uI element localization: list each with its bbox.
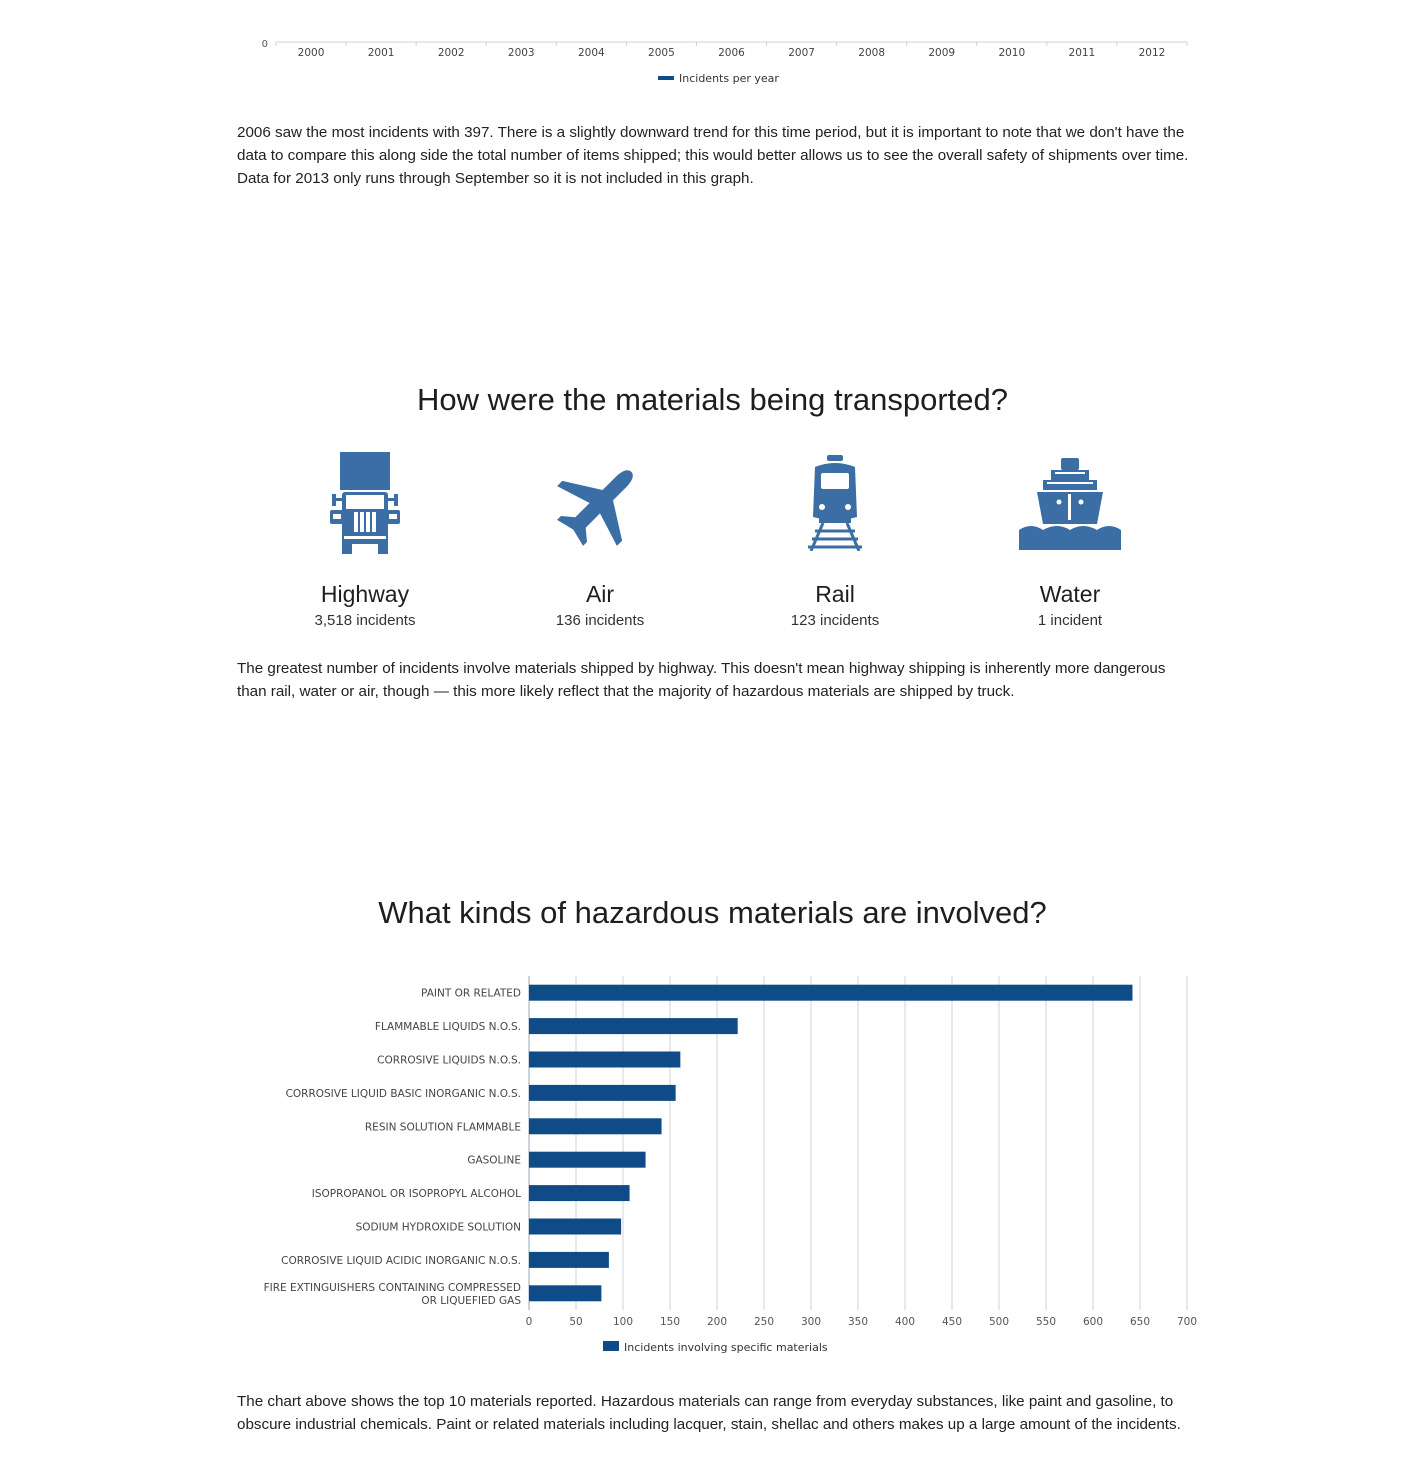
bar — [529, 1218, 622, 1235]
bar — [529, 1251, 609, 1268]
x-tick-label: 400 — [895, 1316, 915, 1328]
mode-air-name: Air — [585, 581, 615, 607]
train-icon — [808, 455, 862, 551]
x-tick-label: 2006 — [718, 47, 745, 59]
category-label: CORROSIVE LIQUID ACIDIC INORGANIC N.O.S. — [281, 1255, 521, 1267]
mode-highway-name: Highway — [320, 581, 410, 607]
bar — [529, 1151, 646, 1168]
paragraph-trend: 2006 saw the most incidents with 397. Th… — [237, 124, 1189, 187]
category-label: PAINT OR RELATED — [421, 988, 521, 1000]
x-tick-label: 300 — [801, 1316, 821, 1328]
mode-water-count: 1 incident — [1037, 612, 1103, 629]
incidents-per-year-chart: 0 2000 2001 2002 2003 2004 2005 2006 2007 2008 200… — [262, 39, 1188, 85]
legend-swatch — [603, 1341, 619, 1351]
bar — [529, 1018, 738, 1035]
x-tick-label: 600 — [1083, 1316, 1103, 1328]
x-tick-label: 2001 — [368, 47, 395, 59]
paragraph-materials: The chart above shows the top 10 materia… — [237, 1393, 1181, 1433]
airplane-icon — [557, 470, 633, 546]
x-tick-label: 350 — [848, 1316, 868, 1328]
x-tick-label: 700 — [1177, 1316, 1197, 1328]
mode-water-name: Water — [1039, 581, 1101, 607]
x-tick-label: 2010 — [998, 47, 1025, 59]
legend-swatch — [658, 76, 674, 80]
category-label: FLAMMABLE LIQUIDS N.O.S. — [375, 1021, 521, 1033]
bar — [529, 1285, 602, 1302]
category-label: SODIUM HYDROXIDE SOLUTION — [356, 1222, 521, 1234]
x-tick-label: 2004 — [578, 47, 605, 59]
heading-transport: How were the materials being transported… — [416, 382, 1009, 417]
bar — [529, 1185, 630, 1202]
x-tick-label: 150 — [660, 1316, 680, 1328]
bar — [529, 1051, 681, 1068]
bar — [529, 984, 1133, 1001]
x-tick-label: 2011 — [1069, 47, 1096, 59]
x-tick-label: 50 — [569, 1316, 582, 1328]
x-tick-label: 450 — [942, 1316, 962, 1328]
x-tick-label: 550 — [1036, 1316, 1056, 1328]
x-tick-label: 2012 — [1139, 47, 1166, 59]
x-tick-label: 250 — [754, 1316, 774, 1328]
category-label: FIRE EXTINGUISHERS CONTAINING COMPRESSED — [264, 1282, 521, 1294]
x-tick-label: 2000 — [298, 47, 325, 59]
x-tick-label: 100 — [613, 1316, 633, 1328]
heading-materials: What kinds of hazardous materials are in… — [378, 895, 1047, 930]
bar — [529, 1084, 676, 1101]
mode-air: Air 136 incidents — [480, 448, 720, 629]
mode-water: Water 1 incident — [950, 448, 1190, 629]
category-label: CORROSIVE LIQUID BASIC INORGANIC N.O.S. — [286, 1088, 521, 1100]
mode-highway: Highway 3,518 incidents — [245, 448, 485, 629]
x-tick-label: 2002 — [438, 47, 465, 59]
mode-rail: Rail 123 incidents — [715, 448, 955, 629]
x-tick-label: 2007 — [788, 47, 815, 59]
x-tick-label: 2003 — [508, 47, 535, 59]
category-label: GASOLINE — [467, 1155, 521, 1167]
x-tick-label: 200 — [707, 1316, 727, 1328]
mode-highway-count: 3,518 incidents — [314, 612, 416, 629]
x-tick-label: 500 — [989, 1316, 1009, 1328]
x-tick-label: 2009 — [928, 47, 955, 59]
category-label: ISOPROPANOL OR ISOPROPYL ALCOHOL — [312, 1188, 521, 1200]
bar — [529, 1118, 662, 1135]
mode-rail-name: Rail — [815, 581, 855, 607]
category-label: RESIN SOLUTION FLAMMABLE — [365, 1121, 521, 1133]
x-tick-label: 0 — [526, 1316, 533, 1328]
mode-air-count: 136 incidents — [555, 612, 645, 629]
category-label: OR LIQUEFIED GAS — [421, 1295, 521, 1307]
ship-icon — [1019, 458, 1121, 550]
y-tick-label: 0 — [262, 39, 268, 50]
legend-label: Incidents involving specific materials — [624, 1341, 828, 1354]
x-tick-label: 2008 — [858, 47, 885, 59]
paragraph-transport: The greatest number of incidents involve… — [237, 660, 1166, 700]
x-tick-label: 650 — [1130, 1316, 1150, 1328]
x-tick-label: 2005 — [648, 47, 675, 59]
mode-rail-count: 123 incidents — [790, 612, 880, 629]
materials-bar-chart: 0 50 100 150 200 250 300 350 400 450 500 550 600 650 7… — [264, 976, 1197, 1354]
category-label: CORROSIVE LIQUIDS N.O.S. — [377, 1055, 521, 1067]
legend-label: Incidents per year — [679, 72, 779, 85]
truck-icon — [330, 452, 400, 554]
